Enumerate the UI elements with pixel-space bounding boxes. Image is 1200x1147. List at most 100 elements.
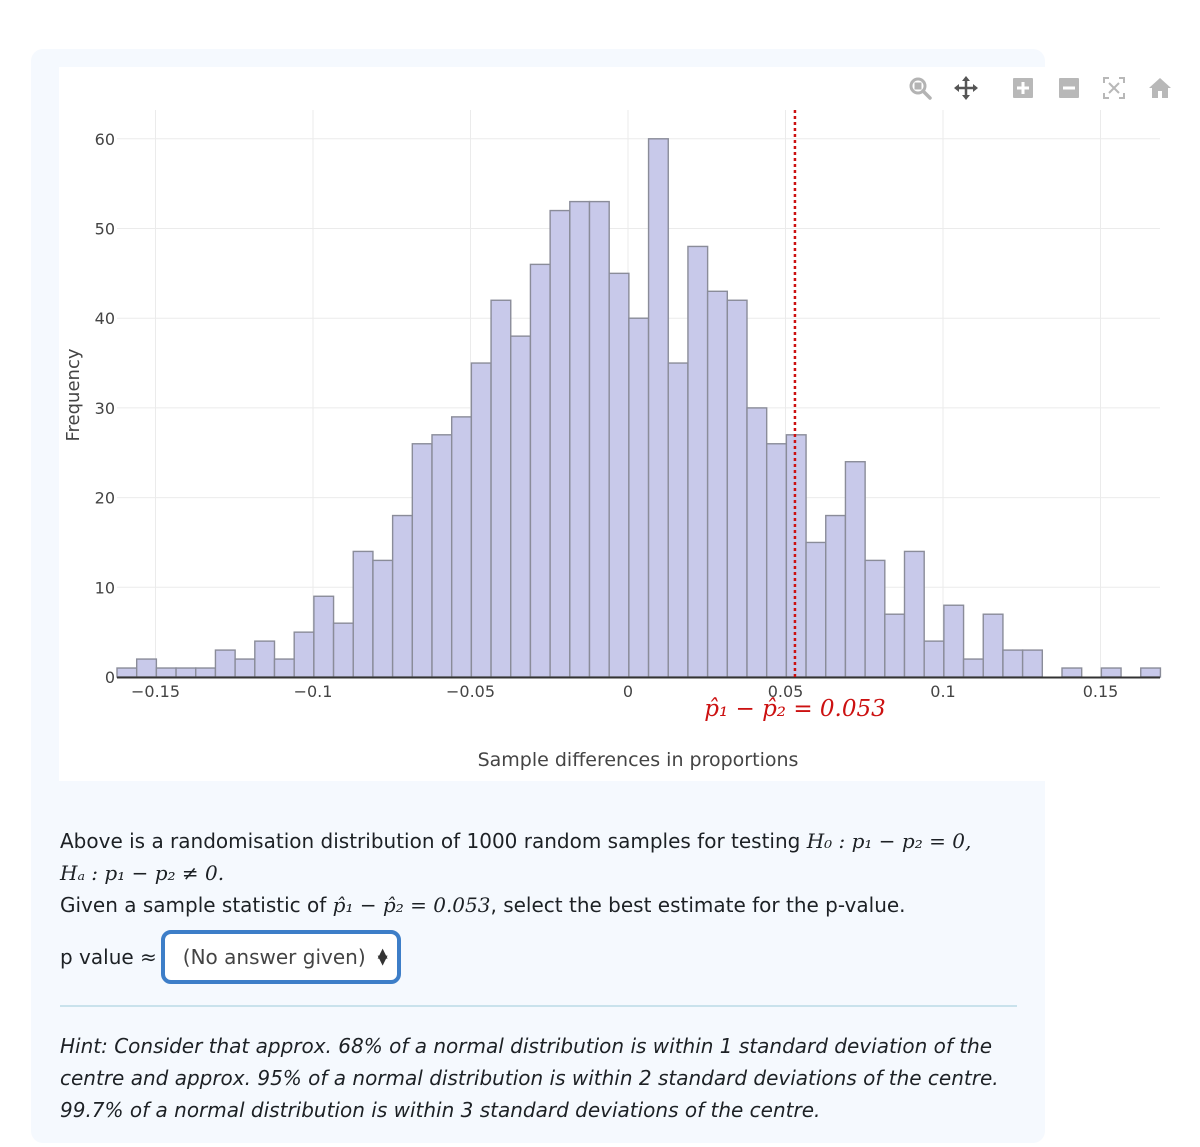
zoom-out-button[interactable] xyxy=(1056,74,1082,102)
question-text: Above is a randomisation distribution of… xyxy=(60,825,1020,921)
histogram-bar xyxy=(765,443,788,678)
histogram-bar xyxy=(155,667,177,678)
histogram-bar xyxy=(588,200,610,678)
histogram-bar xyxy=(214,649,236,678)
home-icon xyxy=(1149,78,1171,98)
histogram-bar xyxy=(352,550,374,678)
histogram-bar xyxy=(805,541,827,678)
y-tick-label: 30 xyxy=(95,399,115,418)
alternative-hypothesis: Hₐ : p₁ − p₂ ≠ 0. xyxy=(60,861,225,885)
histogram-bar xyxy=(628,317,650,678)
histogram-bar xyxy=(726,299,748,678)
sample-statistic: p̂₁ − p̂₂ = 0.053 xyxy=(332,893,491,917)
x-tick-label: 0 xyxy=(623,682,633,701)
histogram-bar xyxy=(195,667,217,678)
histogram-bar xyxy=(706,290,729,678)
divider xyxy=(60,1005,1017,1007)
question-intro: Above is a randomisation distribution of… xyxy=(60,829,807,853)
move-arrows-icon xyxy=(954,76,978,100)
histogram-bar xyxy=(293,631,315,678)
histogram-bar xyxy=(687,245,709,678)
y-tick-label: 0 xyxy=(105,668,115,687)
histogram-bar xyxy=(313,595,335,678)
zoom-in-button[interactable] xyxy=(1010,74,1036,102)
reset-axes-button[interactable] xyxy=(1147,74,1173,102)
histogram-bar xyxy=(1140,667,1162,678)
histogram-bar xyxy=(667,362,689,678)
histogram-bar xyxy=(569,200,591,678)
histogram-bar xyxy=(135,658,158,678)
plot-area-overflow xyxy=(1045,67,1175,781)
p-value-label: p value ≈ xyxy=(60,945,157,969)
histogram-bar xyxy=(116,667,138,678)
pan-button[interactable] xyxy=(953,74,979,102)
y-tick-label: 60 xyxy=(95,130,115,149)
histogram-bar xyxy=(884,613,906,678)
histogram-chart[interactable]: −0.15 −0.1 −0.05 0 0.05 0.1 0.150102030405060 … xyxy=(0,0,1200,800)
axes: −0.15 −0.1 −0.05 0 0.05 0.1 0.15 0 10 20 30 40 50 60 xyxy=(95,130,1160,701)
reference-line-label: p̂₁ − p̂₂ = 0.053 xyxy=(704,696,886,722)
histogram-bar xyxy=(411,443,433,678)
hint-text: Hint: Consider that approx. 68% of a nor… xyxy=(60,1034,999,1122)
x-tick-label: −0.05 xyxy=(446,682,495,701)
histogram-bar xyxy=(1002,649,1024,678)
statistic-suffix: , select the best estimate for the p-val… xyxy=(490,893,906,917)
zoom-button[interactable] xyxy=(907,74,933,102)
histogram-bar xyxy=(273,658,295,678)
histogram-bar xyxy=(844,461,866,678)
histogram-bar xyxy=(903,550,925,678)
x-tick-label: 0.15 xyxy=(1083,682,1119,701)
statistic-intro: Given a sample statistic of xyxy=(60,893,333,917)
question-line-3: Given a sample statistic of p̂₁ − p̂₂ = … xyxy=(60,889,1020,921)
y-tick-label: 50 xyxy=(95,220,115,239)
histogram-bar xyxy=(923,640,945,678)
question-line-2: Hₐ : p₁ − p₂ ≠ 0. xyxy=(60,857,1020,889)
plus-box-icon xyxy=(1013,78,1033,98)
magnifier-icon xyxy=(909,77,932,100)
histogram-bar xyxy=(175,667,197,678)
p-value-select[interactable]: (No answer given) ▲ ▼ xyxy=(160,930,401,984)
answer-row: p value ≈ (No answer given) ▲ ▼ xyxy=(60,930,401,984)
y-tick-label: 20 xyxy=(95,489,115,508)
histogram-bar xyxy=(490,299,512,678)
histogram-bar xyxy=(785,434,807,678)
histogram-bar xyxy=(332,622,354,678)
histogram-bar xyxy=(1021,649,1044,678)
histogram-bar xyxy=(746,407,768,678)
histogram-bar xyxy=(431,434,453,678)
histogram-bar xyxy=(1100,667,1122,678)
histogram-bar xyxy=(234,658,256,678)
x-axis-title: Sample differences in proportions xyxy=(478,749,799,771)
histogram-bar xyxy=(825,514,847,678)
x-tick-label: 0.1 xyxy=(930,682,955,701)
autoscale-button[interactable] xyxy=(1101,74,1127,102)
histogram-bar xyxy=(254,640,276,678)
x-tick-label: −0.15 xyxy=(131,682,180,701)
histogram-bar xyxy=(470,362,492,678)
x-tick-label: 0.05 xyxy=(768,682,804,701)
histogram-bar xyxy=(608,272,630,678)
histogram-bar xyxy=(943,604,965,678)
histogram-bar xyxy=(529,263,551,678)
histogram-bar xyxy=(450,416,473,678)
histogram-bar xyxy=(372,559,394,678)
histogram-bar xyxy=(962,658,984,678)
histogram-bar xyxy=(647,138,669,678)
null-hypothesis: H₀ : p₁ − p₂ = 0, xyxy=(806,829,972,853)
y-tick-label: 10 xyxy=(95,578,115,597)
select-current-value: (No answer given) xyxy=(182,945,366,969)
y-axis-title: Frequency xyxy=(63,348,84,441)
question-line-1: Above is a randomisation distribution of… xyxy=(60,825,1020,857)
autoscale-icon xyxy=(1103,77,1125,99)
histogram-bar xyxy=(982,613,1004,678)
histogram-bar xyxy=(864,559,886,678)
histogram-bar xyxy=(391,514,414,678)
y-tick-label: 40 xyxy=(95,309,115,328)
x-tick-label: −0.1 xyxy=(294,682,333,701)
histogram-bars xyxy=(116,138,1162,678)
minus-box-icon xyxy=(1059,78,1079,98)
histogram-bar xyxy=(510,335,532,678)
histogram-bar xyxy=(1061,667,1083,678)
histogram-bar xyxy=(549,209,571,678)
select-updown-icon: ▲ ▼ xyxy=(377,946,388,968)
